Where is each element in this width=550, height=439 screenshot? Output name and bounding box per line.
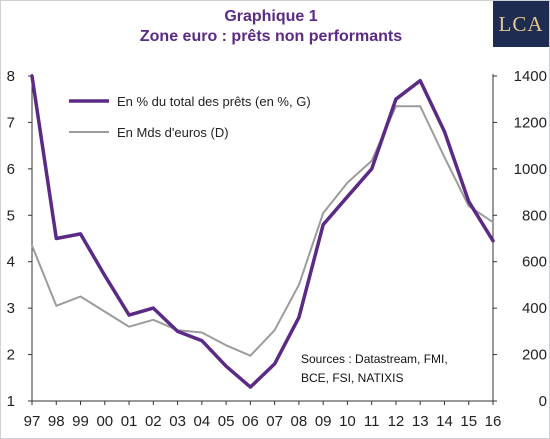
lca-logo: LCA xyxy=(493,1,549,47)
right-tick-label: 600 xyxy=(522,254,547,271)
x-tick-label: 98 xyxy=(48,413,65,430)
x-tick-label: 12 xyxy=(388,413,405,430)
x-tick-label: 01 xyxy=(121,413,138,430)
left-tick-label: 5 xyxy=(7,207,15,224)
legend-label-percent: En % du total des prêts (en %, G) xyxy=(117,94,311,109)
right-tick-label: 200 xyxy=(522,347,547,364)
x-tick-label: 05 xyxy=(218,413,235,430)
x-tick-label: 07 xyxy=(266,413,283,430)
x-tick-label: 03 xyxy=(169,413,186,430)
x-tick-label: 11 xyxy=(364,413,380,430)
x-tick-label: 08 xyxy=(291,413,308,430)
legend: En % du total des prêts (en %, G) En Mds … xyxy=(69,94,311,140)
x-tick-label: 99 xyxy=(72,413,89,430)
x-tick-label: 06 xyxy=(242,413,259,430)
x-tick-label: 13 xyxy=(412,413,429,430)
right-tick-label: 800 xyxy=(522,207,547,224)
left-tick-label: 2 xyxy=(7,347,15,364)
x-tick-label: 10 xyxy=(339,413,356,430)
left-tick-label: 8 xyxy=(7,68,15,85)
right-tick-label: 1400 xyxy=(514,68,547,85)
x-tick-label: 15 xyxy=(460,413,477,430)
source-annotation: Sources : Datastream, FMI, BCE, FSI, NATI… xyxy=(301,352,448,385)
left-tick-label: 1 xyxy=(7,393,15,410)
title-block: Graphique 1 Zone euro : prêts non perfor… xyxy=(1,7,541,47)
source-line-2: BCE, FSI, NATIXIS xyxy=(301,371,403,385)
series-line-percent xyxy=(30,74,495,389)
left-tick-label: 7 xyxy=(7,114,15,131)
x-tick-label: 16 xyxy=(485,413,502,430)
left-tick-label: 6 xyxy=(7,161,15,178)
left-tick-label: 3 xyxy=(7,300,15,317)
left-tick-label: 4 xyxy=(7,254,15,271)
right-tick-label: 0 xyxy=(539,393,547,410)
legend-label-mds: En Mds d'euros (D) xyxy=(117,125,229,140)
source-line-1: Sources : Datastream, FMI, xyxy=(301,352,448,366)
x-tick-label: 14 xyxy=(436,413,453,430)
right-tick-label: 1200 xyxy=(514,114,547,131)
x-tick-label: 09 xyxy=(315,413,332,430)
x-tick-label: 97 xyxy=(24,413,41,430)
right-tick-label: 400 xyxy=(522,300,547,317)
x-tick-label: 04 xyxy=(193,413,210,430)
x-tick-label: 02 xyxy=(145,413,162,430)
x-tick-label: 00 xyxy=(96,413,113,430)
right-tick-label: 1000 xyxy=(514,161,547,178)
chart-title: Graphique 1 xyxy=(224,8,318,25)
chart-subtitle: Zone euro : prêts non performants xyxy=(139,28,403,45)
series-line-mds xyxy=(31,105,494,357)
series-lines xyxy=(30,74,495,389)
